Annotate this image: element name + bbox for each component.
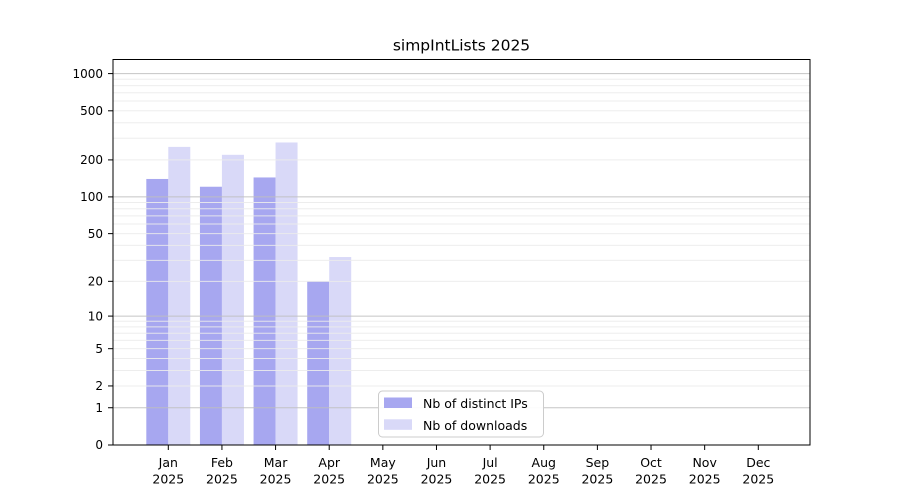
xtick-label-year-jun: 2025 (421, 472, 453, 487)
legend-swatch-downloads (384, 419, 412, 430)
xtick-label-year-jul: 2025 (474, 472, 506, 487)
legend-box (378, 390, 544, 438)
xtick-label-month-dec: Dec (746, 455, 770, 470)
ytick-label-1: 1 (95, 401, 103, 415)
xtick-label-month-jun: Jun (426, 455, 447, 470)
xtick-label-year-aug: 2025 (528, 472, 560, 487)
xtick-label-year-may: 2025 (367, 472, 399, 487)
legend: Nb of distinct IPs Nb of downloads (378, 390, 544, 438)
bars-layer (146, 142, 352, 446)
plot-border (112, 59, 811, 446)
xtick-label-year-jan: 2025 (152, 472, 184, 487)
bar-feb-downloads (221, 154, 244, 445)
xtick-label-year-nov: 2025 (689, 472, 721, 487)
legend-label-distinct-ips: Nb of distinct IPs (423, 396, 528, 411)
chart-title: simpIntLists 2025 (393, 37, 530, 55)
legend-label-downloads: Nb of downloads (423, 418, 527, 433)
bar-jan-downloads (168, 146, 191, 445)
ytick-label-10: 10 (88, 309, 103, 323)
xtick-label-month-sep: Sep (586, 455, 610, 470)
xtick-label-year-oct: 2025 (635, 472, 667, 487)
axis-layer: 0 1 2 5 10 20 50 100 200 500 1000 Jan 2025 Feb 2025 Mar… (72, 67, 774, 487)
xtick-label-year-sep: 2025 (581, 472, 613, 487)
ytick-label-20: 20 (88, 275, 103, 289)
ytick-label-100: 100 (80, 190, 103, 204)
xtick-label-year-feb: 2025 (206, 472, 238, 487)
xtick-label-month-nov: Nov (692, 455, 717, 470)
xtick-label-month-mar: Mar (264, 455, 288, 470)
xtick-label-year-dec: 2025 (742, 472, 774, 487)
grid-layer (113, 73, 810, 409)
bar-mar-downloads (275, 142, 298, 446)
ytick-label-50: 50 (88, 227, 103, 241)
bar-jan-distinct-ips (146, 178, 169, 445)
xtick-label-year-apr: 2025 (313, 472, 345, 487)
xtick-label-month-feb: Feb (211, 455, 233, 470)
legend-swatch-distinct-ips (384, 397, 412, 408)
ytick-label-500: 500 (80, 104, 103, 118)
xtick-label-month-jul: Jul (482, 455, 498, 470)
ytick-label-0: 0 (95, 438, 103, 452)
bar-mar-distinct-ips (253, 177, 276, 445)
xtick-label-month-aug: Aug (532, 455, 556, 470)
ytick-label-5: 5 (95, 342, 103, 356)
xtick-label-year-mar: 2025 (260, 472, 292, 487)
xtick-label-month-oct: Oct (640, 455, 662, 470)
bar-apr-downloads (329, 257, 352, 445)
xtick-label-month-may: May (370, 455, 396, 470)
ytick-label-2: 2 (95, 379, 103, 393)
bar-apr-distinct-ips (307, 281, 330, 445)
ytick-label-200: 200 (80, 153, 103, 167)
xtick-label-month-apr: Apr (318, 455, 340, 470)
xtick-label-month-jan: Jan (158, 455, 178, 470)
ytick-label-1000: 1000 (72, 67, 103, 81)
